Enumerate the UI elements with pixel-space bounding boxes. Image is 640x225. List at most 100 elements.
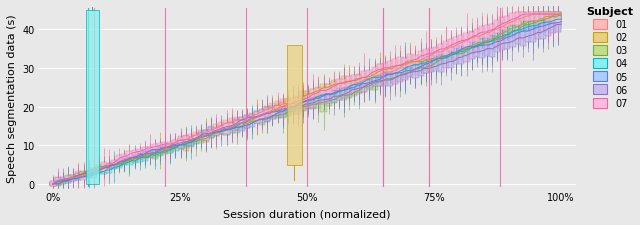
Bar <box>458 51 465 65</box>
Bar <box>203 131 209 140</box>
Bar <box>346 77 352 87</box>
Bar <box>336 86 342 99</box>
Bar <box>106 164 112 168</box>
Bar <box>530 18 536 30</box>
Bar <box>290 99 296 108</box>
Bar <box>172 142 179 147</box>
Bar <box>60 178 66 182</box>
Bar <box>392 63 398 72</box>
Bar <box>86 171 92 175</box>
Bar <box>234 118 240 125</box>
Bar <box>65 178 71 182</box>
Bar <box>300 98 306 107</box>
Bar <box>264 116 271 123</box>
Bar <box>346 88 352 97</box>
Bar <box>285 101 291 111</box>
Bar <box>484 26 490 39</box>
Bar <box>91 171 97 175</box>
Bar <box>70 177 76 180</box>
Bar <box>372 73 378 81</box>
Bar <box>377 72 383 80</box>
Bar <box>417 57 424 67</box>
Bar <box>458 38 465 49</box>
Bar <box>259 109 266 115</box>
Bar <box>331 90 337 97</box>
Bar <box>433 53 439 65</box>
Bar <box>142 153 148 157</box>
Bar <box>122 155 127 158</box>
Bar <box>530 29 536 43</box>
Bar <box>499 38 506 51</box>
Bar <box>213 124 220 132</box>
Bar <box>484 38 490 54</box>
Bar <box>122 157 127 163</box>
Bar <box>70 177 76 179</box>
Bar <box>372 78 378 87</box>
Bar <box>509 26 516 38</box>
Bar <box>96 168 102 172</box>
Bar <box>474 39 480 50</box>
Bar <box>264 110 271 116</box>
Bar <box>228 125 235 134</box>
Bar <box>530 22 536 39</box>
Bar <box>177 143 184 147</box>
Bar <box>91 170 97 173</box>
Bar <box>428 64 434 73</box>
Bar <box>96 168 102 171</box>
Bar <box>254 114 260 120</box>
Bar <box>422 56 429 66</box>
Bar <box>479 28 485 43</box>
Bar <box>438 51 444 63</box>
Bar <box>280 104 285 112</box>
Bar <box>275 109 280 115</box>
Bar <box>474 47 480 58</box>
Bar <box>545 13 551 21</box>
Bar <box>515 13 520 26</box>
Bar <box>448 51 454 61</box>
Bar <box>377 78 383 87</box>
Bar <box>275 108 280 115</box>
Bar <box>81 175 86 179</box>
Bar <box>479 39 485 52</box>
Bar <box>239 120 245 127</box>
Bar <box>484 37 490 50</box>
Bar <box>535 17 541 28</box>
Bar <box>540 13 546 29</box>
Bar <box>438 53 444 63</box>
Bar <box>556 16 561 31</box>
Bar <box>122 160 127 164</box>
Bar <box>300 97 306 104</box>
Bar <box>157 149 163 156</box>
Bar <box>331 83 337 90</box>
Bar <box>326 97 332 106</box>
Bar <box>556 18 561 32</box>
Bar <box>362 77 367 87</box>
Bar <box>331 91 337 103</box>
Bar <box>550 13 556 27</box>
Bar <box>147 153 153 157</box>
Bar <box>417 52 424 62</box>
Bar <box>372 76 378 87</box>
Bar <box>422 63 429 74</box>
Bar <box>494 23 500 36</box>
Bar <box>458 36 465 47</box>
Bar <box>157 149 163 154</box>
Bar <box>295 105 301 113</box>
Bar <box>50 183 56 185</box>
Bar <box>70 177 76 179</box>
Bar <box>550 15 556 27</box>
Bar <box>556 13 561 22</box>
Bar <box>550 17 556 31</box>
Bar <box>443 44 449 56</box>
Bar <box>453 40 460 51</box>
Bar <box>387 70 393 79</box>
Bar <box>468 42 475 54</box>
Bar <box>362 80 367 88</box>
Bar <box>295 100 301 108</box>
Bar <box>91 169 97 174</box>
Bar <box>535 18 541 33</box>
Bar <box>106 166 112 169</box>
Bar <box>275 106 280 114</box>
Bar <box>387 68 393 78</box>
Bar <box>540 25 546 39</box>
